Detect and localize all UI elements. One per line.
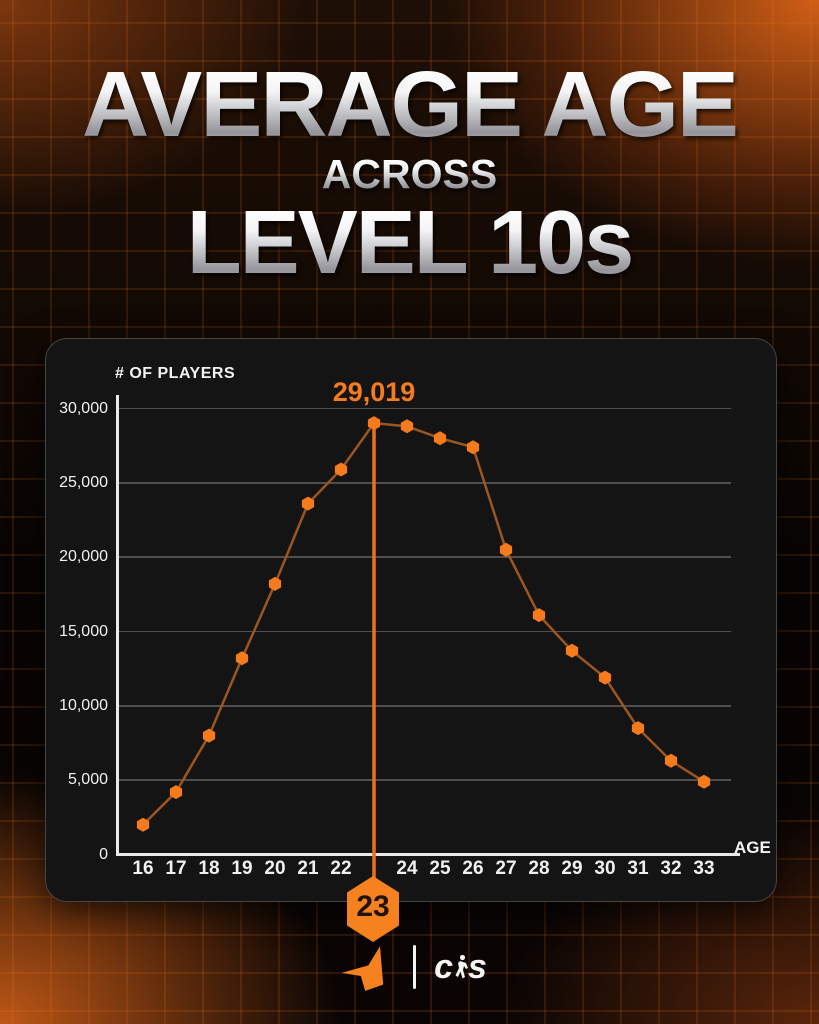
gridline <box>116 705 731 707</box>
y-tick-label: 10,000 <box>59 696 108 714</box>
x-tick-label: 29 <box>561 858 583 879</box>
data-point-age-17 <box>169 785 183 800</box>
x-tick-label: 21 <box>297 858 319 879</box>
cs-logo-soldier-icon <box>455 954 468 979</box>
logo-divider <box>413 945 417 989</box>
data-point-age-30 <box>598 670 612 685</box>
data-point-age-20 <box>268 576 282 591</box>
data-point-age-22 <box>334 462 348 477</box>
x-tick-label: 24 <box>396 858 418 879</box>
data-point-age-16 <box>136 817 150 832</box>
data-point-age-23 <box>367 416 381 431</box>
y-tick-label: 30,000 <box>59 399 108 417</box>
cs-logo-letter-s: s <box>468 947 488 986</box>
x-axis-line <box>116 853 740 856</box>
data-point-age-19 <box>235 651 249 666</box>
x-tick-label: 31 <box>627 858 649 879</box>
gridline <box>116 630 731 633</box>
y-axis-line <box>116 395 119 855</box>
x-tick-label: 20 <box>264 858 286 879</box>
x-tick-label: 22 <box>330 858 352 879</box>
y-tick-label: 15,000 <box>59 622 108 640</box>
x-tick-label: 26 <box>462 858 484 879</box>
data-point-age-24 <box>400 419 414 434</box>
data-point-age-32 <box>664 753 678 768</box>
gridline <box>116 482 731 484</box>
footer-logos: c s <box>0 942 819 992</box>
data-point-age-27 <box>499 542 513 557</box>
x-tick-label: 33 <box>693 858 715 879</box>
y-tick-label: 5,000 <box>67 771 108 789</box>
chart-panel: # OF PLAYERS 29,019 0 5,000 10,000 15,000 20… <box>45 338 777 902</box>
data-point-age-26 <box>466 440 480 455</box>
y-tick-label: 25,000 <box>59 473 108 491</box>
x-tick-label: 28 <box>528 858 550 879</box>
data-point-age-25 <box>433 431 447 446</box>
header: AVERAGE AGE ACROSS LEVEL 10s <box>0 58 819 289</box>
title-line-1: AVERAGE AGE <box>0 58 819 151</box>
gridline <box>116 556 731 558</box>
data-point-age-18 <box>202 728 216 743</box>
cs-logo-letter-c: c <box>434 947 454 986</box>
x-tick-label: 18 <box>198 858 220 879</box>
x-tick-label: 17 <box>165 858 187 879</box>
x-tick-label: 30 <box>594 858 616 879</box>
data-point-age-29 <box>565 643 579 658</box>
peak-age-badge-text: 23 <box>356 890 390 923</box>
title-line-2: ACROSS <box>0 152 819 196</box>
data-point-age-33 <box>697 774 711 789</box>
y-tick-label: 0 <box>99 845 108 863</box>
x-tick-label: 32 <box>660 858 682 879</box>
x-tick-label: 19 <box>231 858 253 879</box>
cs-logo: c s <box>434 948 488 987</box>
gridline <box>116 407 731 410</box>
x-tick-label: 25 <box>429 858 451 879</box>
data-point-age-21 <box>301 496 315 511</box>
gridline <box>116 779 731 781</box>
x-tick-label: 27 <box>495 858 517 879</box>
line-plot <box>136 416 711 884</box>
title-line-3: LEVEL 10s <box>0 198 819 288</box>
leetify-logo-icon <box>341 946 384 991</box>
x-tick-label: 16 <box>132 858 154 879</box>
y-tick-label: 20,000 <box>59 548 108 566</box>
y-axis-title: # OF PLAYERS <box>115 365 236 382</box>
data-line <box>142 421 705 826</box>
data-point-age-28 <box>532 608 546 623</box>
data-point-age-31 <box>631 721 645 736</box>
peak-value-label: 29,019 <box>332 377 416 407</box>
x-axis-title: AGE <box>734 838 771 857</box>
